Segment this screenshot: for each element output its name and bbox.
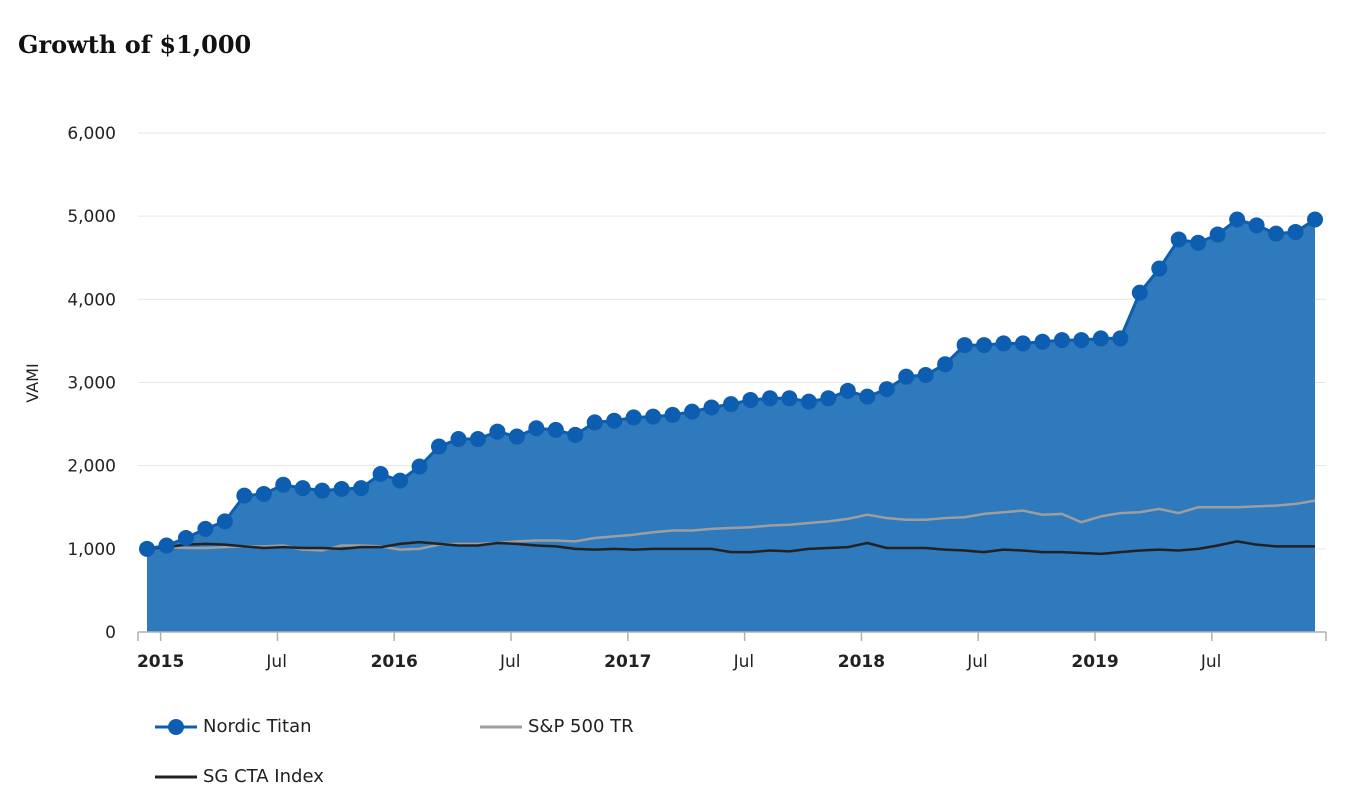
nordic-titan-legend-icon [155, 718, 197, 735]
data-point [937, 356, 954, 373]
data-point [586, 414, 603, 431]
data-point [216, 513, 233, 530]
data-point [392, 472, 409, 489]
data-point [528, 420, 545, 437]
nordic-titan-area-fill [147, 219, 1315, 632]
y-tick-label: 2,000 [67, 457, 116, 477]
data-point [956, 337, 973, 354]
x-tick-label: Jul [966, 652, 988, 672]
data-point [197, 520, 214, 537]
data-point [1073, 332, 1090, 349]
data-point [878, 381, 895, 398]
x-tick-label: Jul [265, 652, 287, 672]
legend-label: S&P 500 TR [528, 716, 634, 737]
series-line-sg-cta-index [146, 540, 1315, 556]
data-point [645, 408, 662, 425]
data-point [567, 426, 584, 443]
data-point [1209, 226, 1226, 243]
data-point [761, 390, 778, 407]
data-point [469, 431, 486, 448]
data-point [664, 406, 681, 423]
nordic-titan-markers [139, 211, 1323, 557]
data-point [625, 409, 642, 426]
legend-label: Nordic Titan [203, 716, 312, 737]
data-point [372, 465, 389, 482]
y-tick-label: 4,000 [67, 290, 116, 310]
data-point [450, 431, 467, 448]
data-point [411, 458, 428, 475]
y-tick-label: 5,000 [67, 207, 116, 227]
data-point [1131, 284, 1148, 301]
data-point [703, 399, 720, 416]
y-tick-label: 3,000 [67, 374, 116, 394]
data-point [333, 480, 350, 497]
data-point [431, 438, 447, 455]
data-point [236, 487, 253, 504]
data-point [1307, 211, 1323, 228]
y-axis-label: VAMI [23, 363, 42, 402]
data-point [489, 423, 506, 440]
data-point [1151, 260, 1168, 277]
data-point [684, 403, 701, 420]
sg-cta-legend-icon [155, 775, 197, 778]
data-point [839, 382, 856, 399]
data-point [800, 393, 817, 410]
data-point [1190, 234, 1207, 251]
data-point [781, 390, 798, 407]
data-point [976, 337, 993, 354]
x-tick-label: 2018 [838, 652, 885, 672]
data-point [742, 391, 759, 408]
legend-item-sg-cta[interactable]: SG CTA Index [155, 766, 324, 787]
x-tick-label: 2016 [371, 652, 418, 672]
data-point [158, 537, 175, 554]
data-point [820, 390, 837, 407]
data-point [294, 480, 311, 497]
chart-title: Growth of $1,000 [18, 30, 252, 59]
growth-chart: 0 1,000 2,000 3,000 4,000 5,000 6,000 2015 Jul 20… [23, 124, 1327, 672]
legend-item-nordic-titan[interactable]: Nordic Titan [155, 716, 312, 737]
data-point [177, 530, 194, 547]
x-tick-label: Jul [1200, 652, 1222, 672]
x-tick-label: 2019 [1071, 652, 1118, 672]
nordic-titan-area [147, 219, 1315, 632]
data-point [508, 428, 525, 445]
series-line-s-p-500-tr [146, 499, 1316, 552]
data-point [1092, 330, 1109, 347]
sp500-legend-icon [480, 725, 522, 728]
legend-item-sp500[interactable]: S&P 500 TR [480, 716, 634, 737]
data-point [314, 482, 331, 499]
data-point [995, 335, 1012, 352]
data-point [1112, 330, 1129, 347]
y-tick-label: 0 [105, 623, 116, 643]
data-point [1034, 333, 1051, 350]
data-point [1229, 211, 1246, 228]
data-point [917, 367, 934, 384]
data-point [139, 540, 155, 557]
y-tick-label: 6,000 [67, 124, 116, 144]
data-point [1170, 231, 1187, 248]
data-point [1268, 225, 1285, 242]
axes: 0 1,000 2,000 3,000 4,000 5,000 6,000 2015 Jul 20… [67, 124, 1327, 672]
data-point [1287, 223, 1304, 240]
x-tick-label: Jul [499, 652, 521, 672]
data-point [1015, 335, 1031, 352]
data-point [353, 480, 370, 497]
data-point [723, 396, 739, 413]
data-point [1248, 217, 1265, 234]
x-tick-label: 2017 [604, 652, 651, 672]
y-tick-label: 1,000 [67, 540, 116, 560]
data-point [547, 421, 564, 438]
legend-label: SG CTA Index [203, 766, 324, 787]
x-tick-label: 2015 [137, 652, 184, 672]
data-point [275, 476, 292, 493]
data-point [1053, 332, 1070, 349]
data-point [255, 485, 272, 502]
x-tick-label: Jul [733, 652, 755, 672]
data-point [859, 388, 876, 405]
data-point [606, 412, 623, 429]
data-point [898, 368, 915, 385]
